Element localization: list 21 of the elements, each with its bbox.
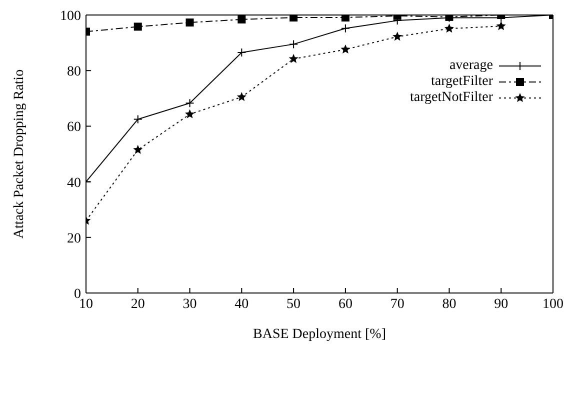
x-tick-label: 80 — [442, 296, 456, 312]
x-tick-label: 60 — [338, 296, 352, 312]
x-tick-label: 50 — [286, 296, 301, 312]
x-tick-label: 70 — [390, 296, 404, 312]
x-tick-label: 30 — [182, 296, 197, 312]
legend-label: targetNotFilter — [410, 90, 493, 106]
x-tick-label: 40 — [234, 296, 249, 312]
y-tick-label: 40 — [67, 176, 81, 191]
x-tick-label: 90 — [494, 296, 508, 312]
y-axis-title: Attack Packet Dropping Ratio — [12, 69, 27, 239]
y-tick-label: 80 — [67, 64, 81, 80]
y-tick-label: 0 — [74, 286, 81, 302]
y-tick-label: 100 — [60, 8, 81, 24]
x-tick-label: 10 — [79, 296, 93, 312]
x-tick-label: 20 — [130, 296, 145, 312]
y-tick-label: 60 — [67, 120, 81, 136]
x-tick-label: 100 — [542, 296, 564, 312]
x-axis-title: BASE Deployment [%] — [253, 327, 386, 342]
legend-label: targetFilter — [431, 74, 493, 90]
legend-label: average — [449, 58, 493, 74]
y-tick-label: 20 — [67, 231, 81, 246]
